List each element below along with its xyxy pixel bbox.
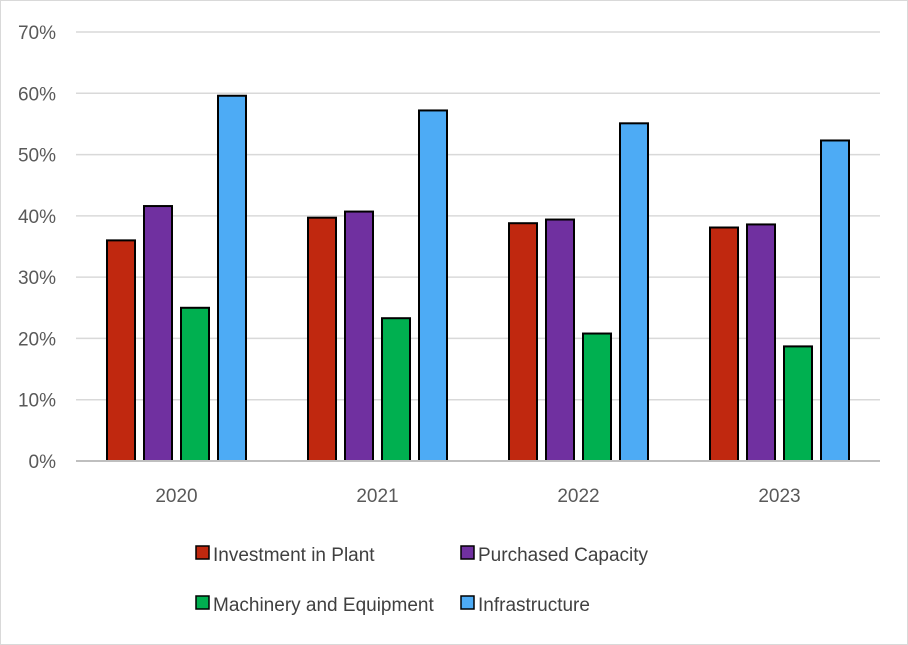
legend: Investment in Plant Purchased Capacity Mac… — [195, 545, 649, 616]
bar-machinery-and-equipment-2020 — [180, 306, 210, 462]
bar-machinery-and-equipment-2021 — [381, 317, 411, 462]
x-axis: 2020 2021 2022 2023 — [76, 460, 880, 507]
bar-purchased-capacity-2023 — [746, 223, 776, 462]
x-category-label: 2020 — [155, 486, 197, 507]
bar-purchased-capacity-2021 — [344, 210, 374, 462]
legend-item-infrastructure: Infrastructure — [460, 595, 590, 616]
legend-swatch — [460, 595, 475, 610]
legend-label: Purchased Capacity — [478, 545, 649, 566]
legend-item-purchased-capacity: Purchased Capacity — [460, 545, 649, 566]
x-category-label: 2023 — [758, 486, 800, 507]
bar-investment-in-plant-2020 — [106, 239, 136, 462]
bar-machinery-and-equipment-2023 — [783, 345, 813, 463]
bar-machinery-and-equipment-2022 — [582, 332, 612, 463]
y-tick-label: 0% — [29, 452, 57, 473]
y-tick-label: 60% — [18, 84, 56, 105]
bar-purchased-capacity-2022 — [545, 218, 575, 462]
bar-infrastructure-2021 — [418, 109, 448, 463]
y-tick-label: 30% — [18, 268, 56, 289]
legend-item-machinery-and-equipment: Machinery and Equipment — [195, 595, 434, 616]
bar-purchased-capacity-2020 — [143, 205, 173, 462]
y-tick-label: 70% — [18, 23, 56, 44]
bars — [106, 94, 850, 463]
y-tick-label: 20% — [18, 329, 56, 350]
x-category-label: 2022 — [557, 486, 599, 507]
y-tick-label: 40% — [18, 207, 56, 228]
bar-investment-in-plant-2021 — [307, 216, 337, 462]
y-axis-tick-labels: 0% 10% 20% 30% 40% 50% 60% 70% — [18, 23, 56, 473]
bar-infrastructure-2020 — [217, 94, 247, 462]
legend-label: Machinery and Equipment — [213, 595, 434, 616]
bar-infrastructure-2023 — [820, 139, 850, 462]
legend-swatch — [195, 545, 210, 560]
x-category-label: 2021 — [356, 486, 398, 507]
bar-investment-in-plant-2022 — [508, 222, 538, 462]
legend-swatch — [195, 595, 210, 610]
legend-swatch — [460, 545, 475, 560]
bar-investment-in-plant-2023 — [709, 226, 739, 462]
y-tick-label: 10% — [18, 391, 56, 412]
y-tick-label: 50% — [18, 146, 56, 167]
bar-infrastructure-2022 — [619, 122, 649, 463]
legend-label: Infrastructure — [478, 595, 590, 616]
legend-label: Investment in Plant — [213, 545, 375, 566]
legend-item-investment-in-plant: Investment in Plant — [195, 545, 375, 566]
